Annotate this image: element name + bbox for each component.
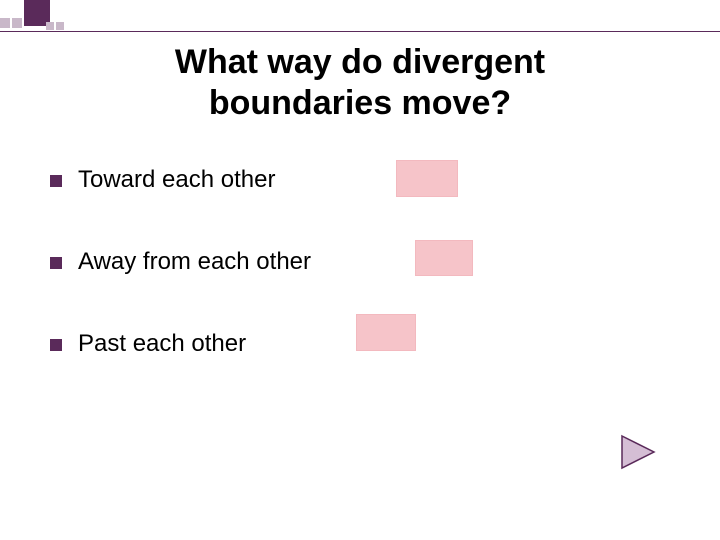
option-row: Toward each other [50,160,670,200]
answer-box[interactable] [415,240,473,276]
next-button[interactable] [618,434,658,470]
option-text: Past each other [78,330,246,358]
bullet-icon [50,257,62,269]
corner-decoration [0,0,720,40]
title-line-1: What way do divergent [175,43,545,81]
slide-title: What way do divergent boundaries move? [0,42,720,124]
play-icon [618,434,658,470]
bullet-icon [50,339,62,351]
answer-box[interactable] [356,314,416,351]
bullet-icon [50,175,62,187]
options-list: Toward each other Away from each other P… [50,160,670,406]
title-line-2: boundaries move? [209,84,511,122]
option-text: Away from each other [78,248,311,276]
answer-box[interactable] [396,160,458,197]
option-text: Toward each other [78,166,275,194]
option-row: Away from each other [50,242,670,282]
